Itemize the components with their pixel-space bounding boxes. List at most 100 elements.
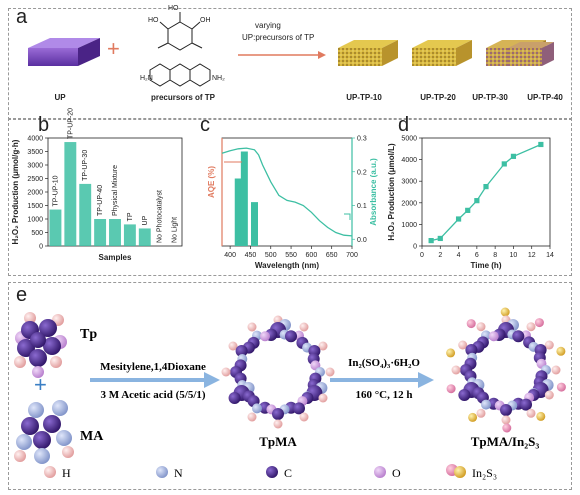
atom-sphere — [318, 341, 328, 351]
chart-c-ylabel-left: AQE (%) — [207, 166, 216, 198]
panel-c-label: c — [200, 114, 210, 136]
atom-sphere — [512, 330, 525, 343]
legend-o-label: O — [392, 466, 401, 480]
chart-d-ytick-label: 3000 — [401, 179, 417, 186]
up-nanobar-icon — [28, 38, 100, 66]
atom-sphere — [325, 367, 335, 377]
reaction-arrow-e2 — [330, 372, 434, 388]
chart-d-ytick-label: 0 — [413, 244, 417, 251]
chart-c-ytick-right-label: 0.1 — [357, 203, 367, 210]
atom-sphere — [228, 341, 238, 351]
condition-1-line-2: 3 M Acetic acid (5/5/1) — [100, 389, 205, 401]
svg-text:HO: HO — [148, 17, 159, 24]
atom-sphere — [260, 331, 270, 342]
chart-c-xtick-label: 600 — [306, 252, 318, 259]
chart-c-xtick-label: 650 — [326, 252, 338, 259]
legend-h-label: H — [62, 466, 71, 480]
atom-sphere — [551, 365, 561, 375]
atom-sphere — [476, 408, 486, 418]
tp-label: Tp — [80, 327, 97, 342]
atom-sphere — [299, 322, 309, 332]
atom-sphere — [500, 404, 512, 416]
chart-d-point — [501, 161, 507, 167]
chart-b-bar — [123, 224, 136, 246]
chart-c-ylabel-right: Absorbance (a.u.) — [369, 158, 378, 226]
product-1-label: TpMA — [259, 434, 297, 449]
atom-sphere — [520, 398, 532, 411]
panel-b-label: b — [38, 114, 50, 136]
chart-c: 400 450 500 550 600 650 700 0.0 0.1 0.2 0.3 Wavelen… — [207, 136, 378, 271]
chart-d-ytick-label: 4000 — [401, 157, 417, 164]
chart-b-ytick-label: 1500 — [27, 203, 43, 210]
legend-h-icon — [44, 466, 56, 478]
chart-d-point — [538, 141, 544, 148]
chart-c-xtick-label: 550 — [285, 252, 297, 259]
label-up: UP — [54, 93, 66, 102]
panel-a-label: a — [16, 6, 28, 28]
svg-text:HO: HO — [168, 5, 179, 12]
atom-sphere — [221, 367, 231, 377]
atom-sphere — [556, 346, 566, 356]
product-2-label: TpMA/In₂S₃ — [471, 434, 540, 449]
ma-molecule-icon — [14, 400, 74, 464]
atom-sphere — [544, 390, 554, 400]
panel-bcd — [8, 118, 572, 276]
chart-b-bar — [109, 219, 121, 246]
chart-b-ytick-label: 500 — [31, 230, 43, 237]
chart-b-bar — [138, 228, 151, 246]
chart-b-bar-label: TP-UP-10 — [52, 175, 59, 206]
plus-sign-e: + — [34, 372, 47, 397]
chart-b-bar-label: UP — [142, 215, 149, 225]
chart-b-ylabel: H₂O₂ Production (μmol/g·h) — [11, 139, 20, 244]
chart-d-xlabel: Time (h) — [471, 261, 502, 270]
atom-sphere — [476, 322, 486, 332]
panel-e — [8, 282, 572, 490]
chart-b-bar-label: TP-UP-30 — [82, 150, 89, 181]
chart-b-bar — [94, 219, 107, 246]
chart-c-aqe-bar — [251, 202, 258, 246]
chart-b-bar-label: Physical Mixture — [112, 165, 119, 216]
atom-sphere — [252, 403, 262, 414]
atom-sphere — [247, 412, 257, 422]
chart-b-bar — [79, 183, 92, 246]
panel-a — [8, 8, 572, 120]
ma-label: MA — [80, 429, 104, 444]
label-up-tp-20: UP-TP-20 — [420, 93, 456, 102]
nh2-left: H₂N — [140, 75, 153, 82]
chart-c-aqe-bar — [240, 151, 248, 246]
legend-in2s3-icon-b — [454, 466, 466, 478]
atom-legend: H N C O In₂S₃ — [44, 464, 497, 480]
atom-sphere — [526, 408, 536, 418]
atom-sphere — [556, 382, 566, 392]
chart-c-xtick-label: 400 — [224, 252, 236, 259]
chart-d-ytick-label: 5000 — [401, 136, 417, 143]
atom-sphere — [299, 412, 309, 422]
label-up-tp-40: UP-TP-40 — [527, 93, 563, 102]
atom-sphere — [446, 384, 456, 394]
chart-d-xtick-label: 10 — [510, 252, 518, 259]
panel-e-label: e — [16, 284, 28, 306]
legend-n-icon — [156, 466, 168, 478]
chart-c-ytick-right-label: 0.3 — [357, 136, 367, 143]
atom-sphere — [228, 392, 241, 404]
arrow-text-ratio: UP:precursors of TP — [242, 33, 314, 42]
chart-d-point — [437, 235, 443, 242]
chart-b-bar-label: TP-UP-40 — [97, 185, 104, 216]
atom-sphere — [235, 345, 248, 357]
chart-b-bar-label: No Light — [172, 217, 179, 243]
arrow-text-varying: varying — [255, 21, 281, 30]
chart-c-ytick-right-label: 0.0 — [357, 237, 367, 244]
label-up-tp-30: UP-TP-30 — [472, 93, 508, 102]
panel-a-figure: + HO OH HO H₂N NH₂ varying UP:precursors o… — [28, 5, 563, 102]
legend-c-icon — [266, 466, 278, 478]
tpma-in2s3-framework-icon — [446, 307, 566, 433]
legend-o-icon — [374, 466, 386, 478]
chart-c-absorbance-line — [221, 147, 353, 237]
chart-c-xtick-label: 700 — [346, 252, 358, 259]
atom-sphere — [502, 423, 512, 433]
atom-sphere — [446, 348, 456, 358]
chart-c-xlabel: Wavelength (nm) — [255, 261, 319, 270]
chart-d-xtick-label: 14 — [546, 252, 554, 259]
legend-in2s3-label: In₂S₃ — [472, 466, 497, 480]
atom-sphere — [526, 322, 536, 332]
